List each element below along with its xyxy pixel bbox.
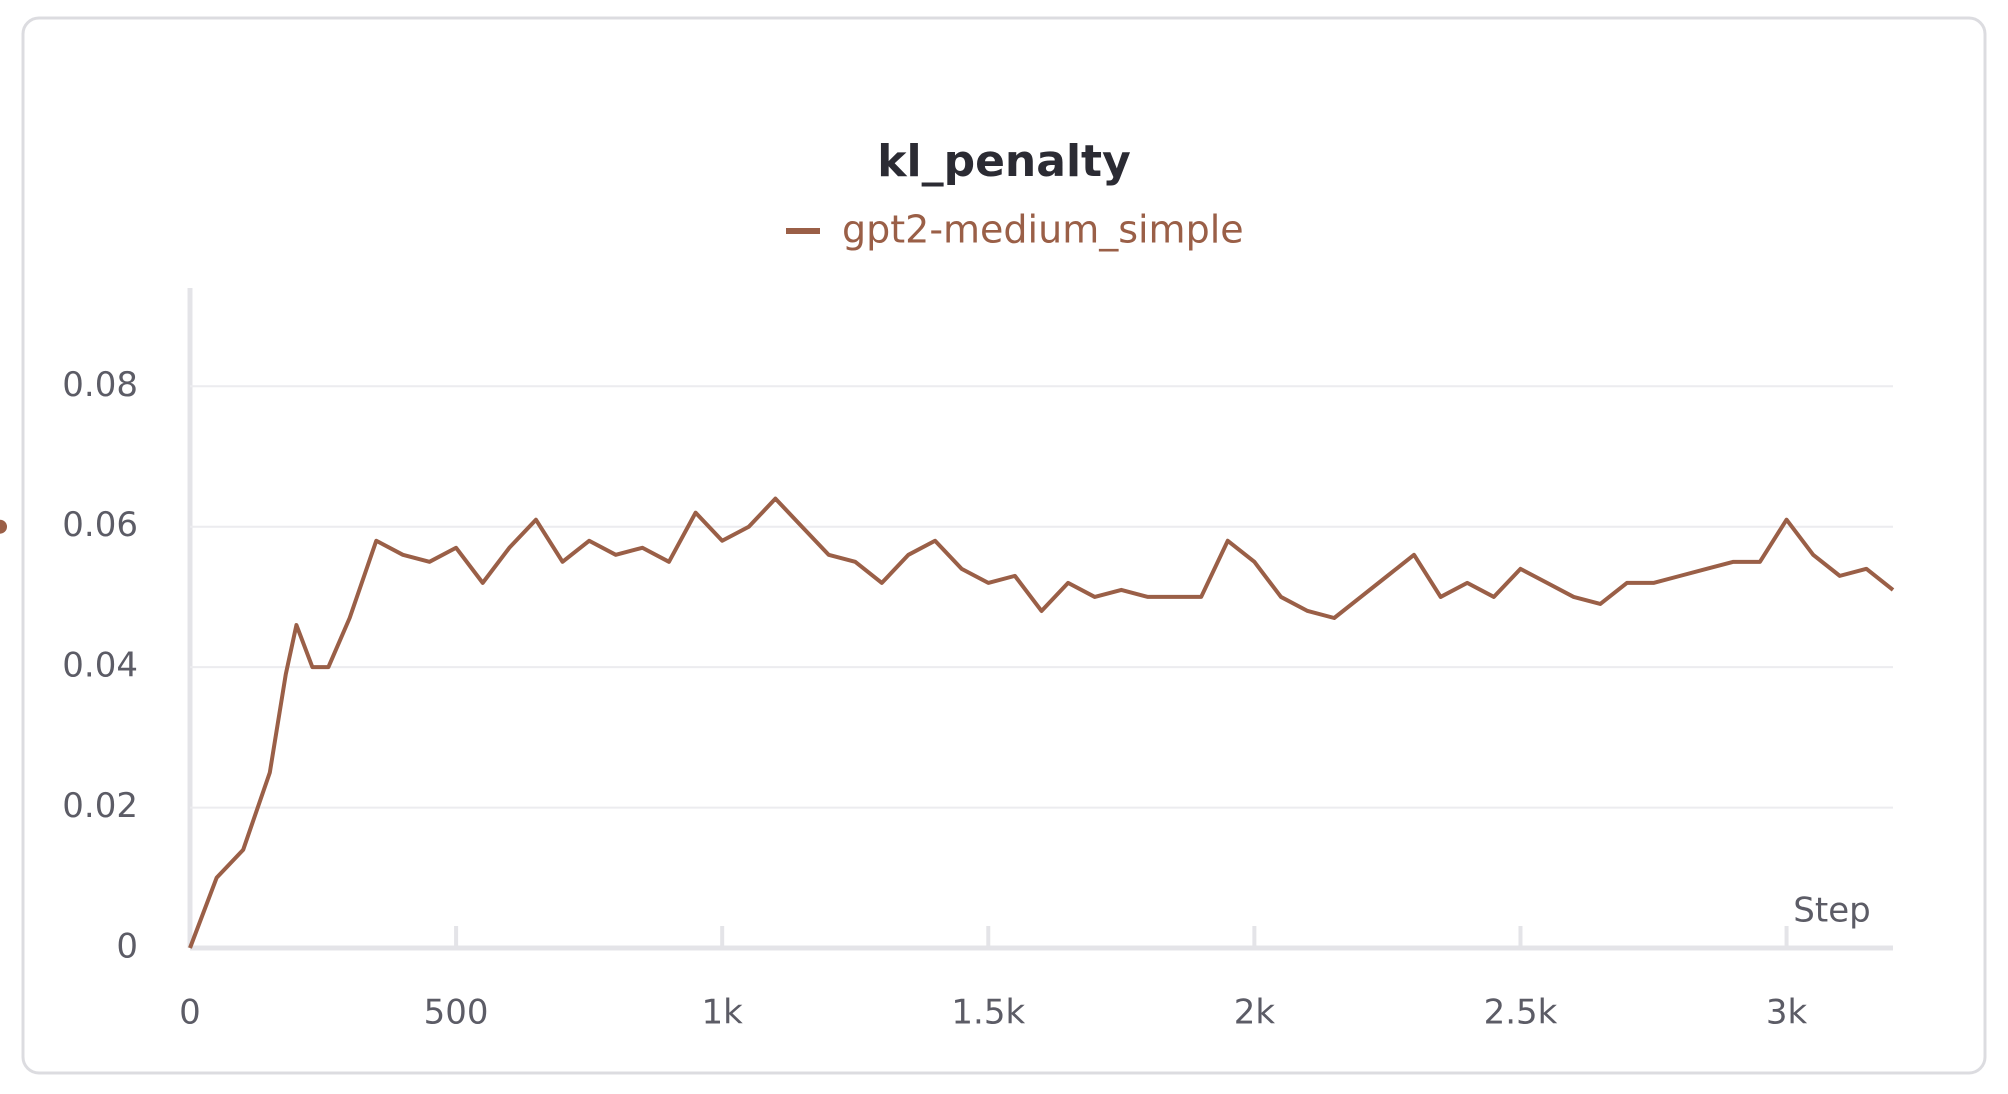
x-axis-label: Step [1793, 891, 1870, 931]
y-tick-label: 0.04 [62, 646, 138, 686]
series-line [188, 496, 1895, 949]
x-tick-label: 0 [179, 993, 201, 1033]
x-tick-label: 3k [1766, 993, 1808, 1033]
end-point [0, 519, 7, 534]
x-tick-label: 1k [702, 993, 744, 1033]
x-tick-label: 500 [424, 993, 489, 1033]
y-tick-label: 0.06 [62, 505, 138, 545]
x-tick-label: 1.5k [951, 993, 1025, 1033]
y-tick-label: 0.08 [62, 365, 138, 405]
y-tick-label: 0.02 [62, 786, 138, 826]
legend-label: gpt2-medium_simple [842, 208, 1244, 252]
x-tick-label: 2.5k [1484, 993, 1558, 1033]
y-tick-label: 0 [116, 927, 138, 967]
chart-title: kl_penalty [877, 136, 1131, 187]
card-border [21, 16, 1987, 1075]
x-tick-label: 2k [1234, 993, 1276, 1033]
